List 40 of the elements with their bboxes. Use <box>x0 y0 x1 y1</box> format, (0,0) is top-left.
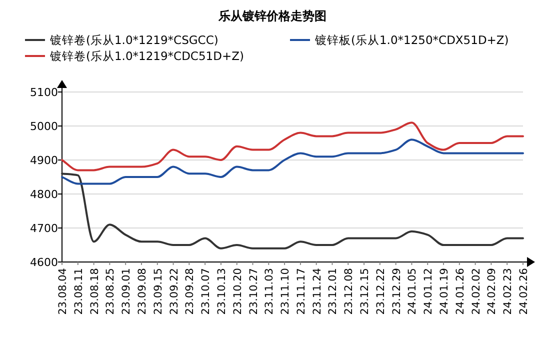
x-tick-label: 23.10.27 <box>248 268 260 315</box>
y-tick-label: 4900 <box>30 154 58 167</box>
x-tick-label: 23.09.08 <box>136 268 148 315</box>
legend-label: 镀锌板(乐从1.0*1250*CDX51D+Z) <box>314 33 509 47</box>
x-tick-label: 23.08.25 <box>104 268 117 315</box>
x-tick-label: 24.01.19 <box>438 268 451 315</box>
x-tick-label: 23.11.24 <box>311 268 324 315</box>
x-tick-label: 23.10.20 <box>232 268 244 315</box>
x-tick-label: 24.02.23 <box>502 268 514 315</box>
x-tick-label: 23.09.01 <box>120 268 133 315</box>
x-tick-label: 23.09.15 <box>152 268 164 315</box>
x-tick-label: 23.08.11 <box>72 268 85 315</box>
x-tick-label: 23.11.10 <box>280 268 292 315</box>
x-tick-label: 24.02.09 <box>486 268 498 315</box>
x-tick-label: 24.02.02 <box>470 268 482 315</box>
y-tick-label: 5100 <box>30 86 58 99</box>
legend-label: 镀锌卷(乐从1.0*1219*CDC51D+Z) <box>49 49 244 63</box>
y-tick-label: 4600 <box>30 256 58 269</box>
chart-title: 乐从镀锌价格走势图 <box>218 9 326 23</box>
y-tick-label: 5000 <box>30 120 58 133</box>
x-tick-label: 23.09.22 <box>168 268 180 315</box>
x-tick-label: 23.12.01 <box>327 268 340 315</box>
x-tick-label: 23.08.04 <box>57 268 69 315</box>
x-tick-label: 23.10.13 <box>216 268 228 315</box>
x-tick-label: 24.02.26 <box>518 268 530 315</box>
x-tick-label: 23.12.15 <box>359 268 372 315</box>
x-tick-label: 23.08.18 <box>88 268 101 315</box>
legend-label: 镀锌卷(乐从1.0*1219*CSGCC) <box>49 33 218 47</box>
y-tick-label: 4700 <box>30 222 58 235</box>
x-tick-label: 23.12.22 <box>374 268 387 315</box>
x-tick-label: 23.10.07 <box>200 268 212 315</box>
x-tick-label: 24.01.26 <box>454 268 466 315</box>
x-tick-label: 23.09.28 <box>184 268 196 315</box>
x-tick-label: 23.11.03 <box>264 268 276 315</box>
x-tick-label: 23.12.29 <box>390 268 403 315</box>
x-tick-label: 23.11.17 <box>295 268 308 315</box>
x-tick-label: 24.01.05 <box>406 268 419 315</box>
x-tick-label: 23.12.08 <box>343 268 356 315</box>
y-tick-label: 4800 <box>30 188 58 201</box>
x-tick-label: 24.01.12 <box>422 268 435 315</box>
